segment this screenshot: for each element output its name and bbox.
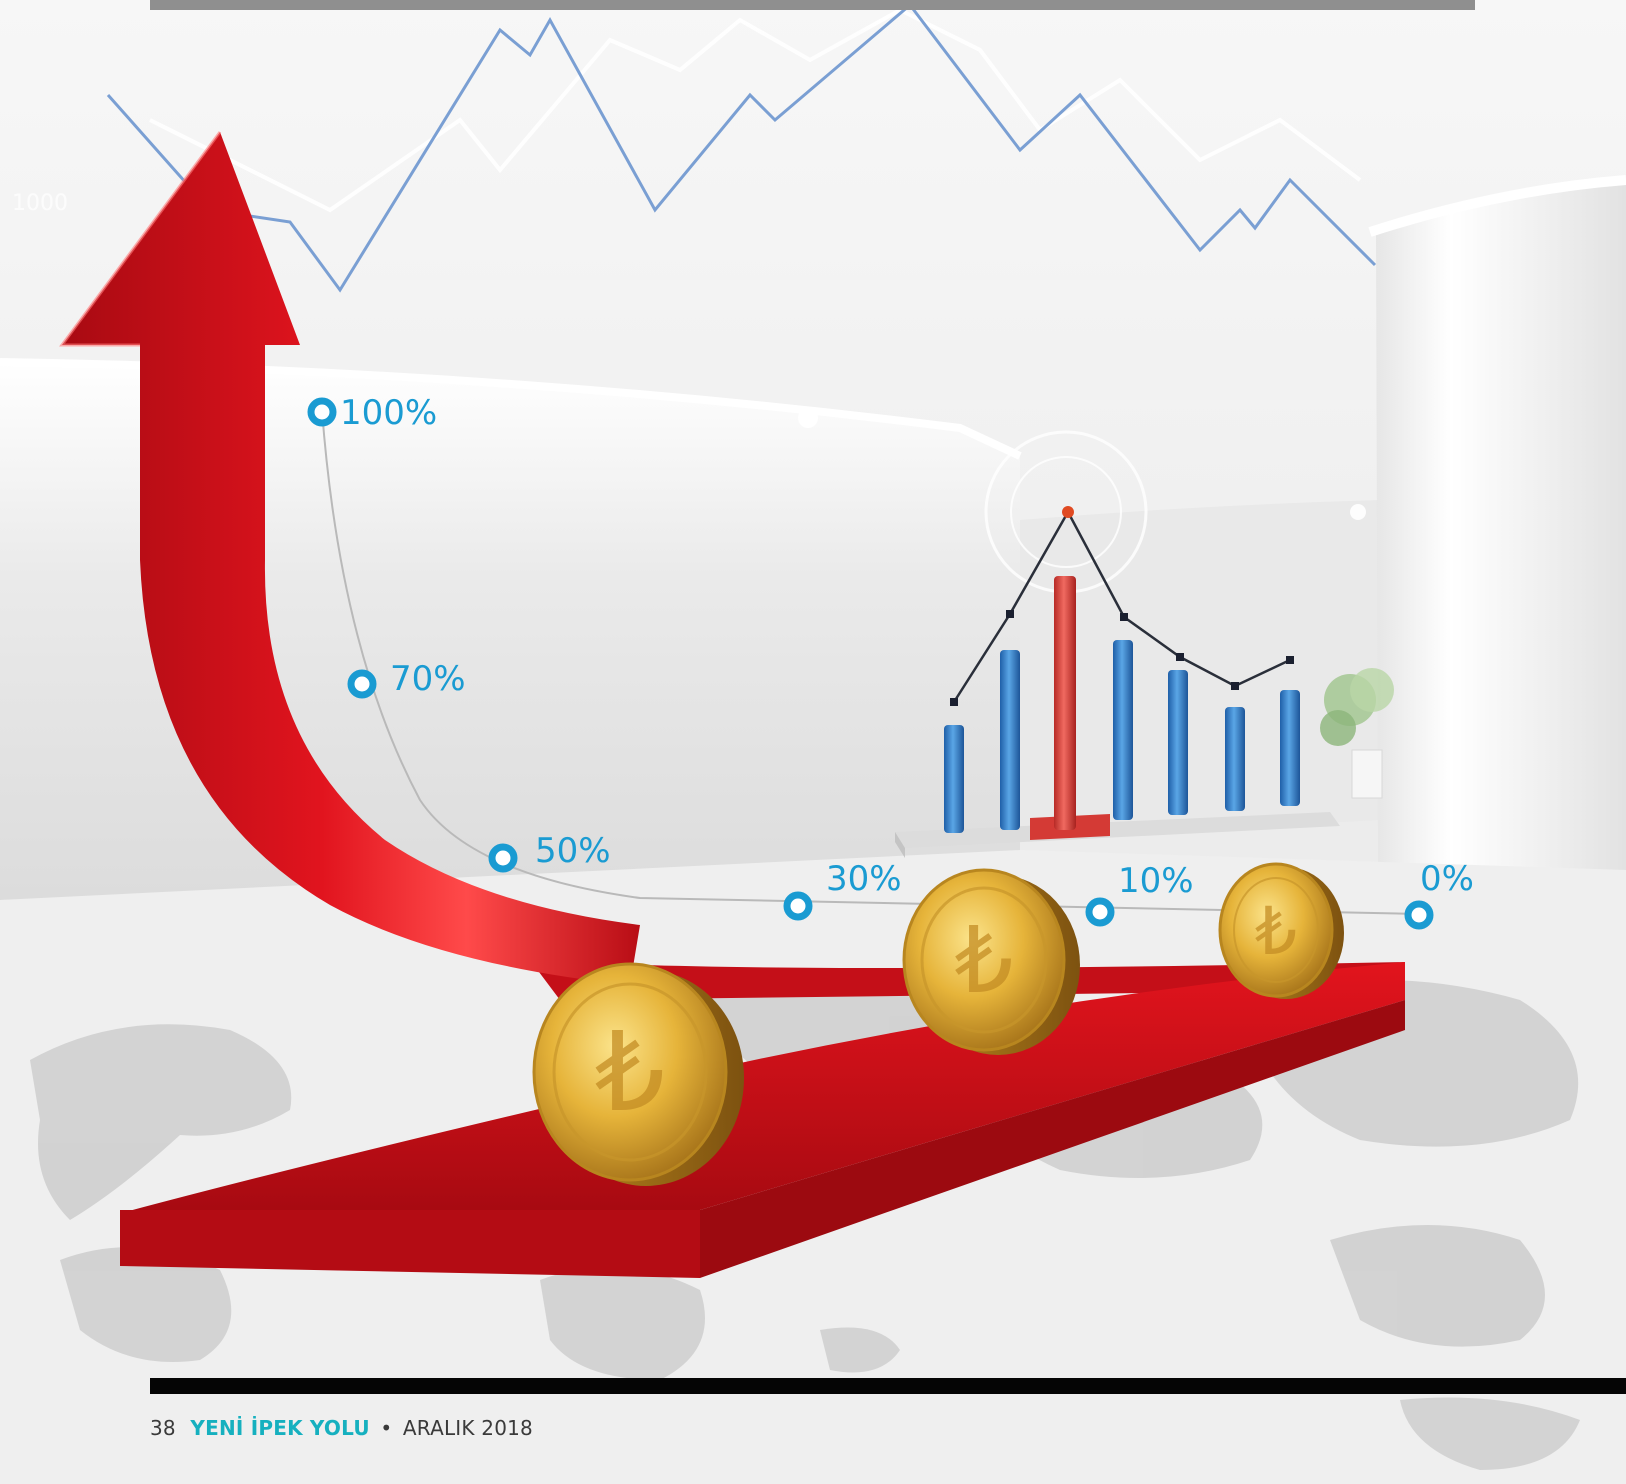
mini-chart-bar bbox=[1225, 707, 1245, 811]
marker-30: 30% bbox=[783, 859, 902, 921]
ceiling-light bbox=[1350, 504, 1366, 520]
percent-label-50: 50% bbox=[535, 831, 611, 871]
coin-symbol: ₺ bbox=[595, 1008, 665, 1136]
top-rule bbox=[150, 0, 1475, 10]
coin-medium: ₺ bbox=[902, 868, 1080, 1055]
trend-line-white bbox=[149, 7, 1362, 213]
footer-bar bbox=[150, 1378, 1626, 1394]
coin-symbol: ₺ bbox=[955, 907, 1014, 1014]
mini-chart-bar bbox=[944, 725, 964, 833]
page-number: 38 bbox=[150, 1416, 176, 1440]
footer-separator: • bbox=[380, 1416, 393, 1440]
mini-chart-bar bbox=[1000, 650, 1020, 830]
percent-label-100: 100% bbox=[340, 393, 437, 433]
floor-arrow-edge bbox=[700, 1000, 1405, 1278]
ceiling-light bbox=[798, 408, 818, 428]
marker-10: 10% bbox=[1085, 861, 1194, 927]
pillar bbox=[1376, 180, 1626, 880]
issue-date: ARALIK 2018 bbox=[402, 1416, 533, 1440]
marker-50: 50% bbox=[488, 831, 611, 873]
mini-chart-peak-dot bbox=[1062, 506, 1074, 518]
marker-100: 100% bbox=[307, 393, 437, 433]
floor-arrow-edge bbox=[120, 1210, 700, 1278]
percent-label-10: 10% bbox=[1118, 861, 1194, 901]
mini-chart-bar bbox=[1168, 670, 1188, 815]
coin-large: ₺ bbox=[532, 962, 744, 1186]
mini-chart-bar-highlight bbox=[1054, 576, 1076, 830]
rising-arrow bbox=[62, 132, 640, 985]
coin-symbol: ₺ bbox=[1255, 893, 1297, 970]
arrow-highlight bbox=[59, 131, 222, 347]
percent-label-0: 0% bbox=[1420, 859, 1474, 899]
magazine-name: YENİ İPEK YOLU bbox=[190, 1416, 370, 1440]
marker-70: 70% bbox=[347, 659, 466, 699]
percentage-markers: 100% 70% 50% 30% 10% 0% bbox=[307, 393, 1474, 930]
page-footer: 38 YENİ İPEK YOLU • ARALIK 2018 bbox=[150, 1416, 533, 1446]
percentage-curve bbox=[321, 409, 1421, 915]
marker-0: 0% bbox=[1404, 859, 1474, 930]
coin-small: ₺ bbox=[1218, 862, 1344, 999]
mini-chart-markers bbox=[950, 610, 1294, 706]
percent-label-30: 30% bbox=[826, 859, 902, 899]
pillar-top-edge bbox=[1368, 175, 1626, 237]
mini-chart-bar bbox=[1113, 640, 1133, 820]
mini-bar-chart bbox=[895, 430, 1340, 858]
plant bbox=[1320, 668, 1394, 799]
percent-label-70: 70% bbox=[390, 659, 466, 699]
mini-chart-bar bbox=[1280, 690, 1300, 806]
background-axis-label: 1000 bbox=[12, 191, 68, 216]
trend-line-blue bbox=[106, 2, 1377, 293]
highlight-ring bbox=[1010, 456, 1122, 568]
floor-arrow-front bbox=[120, 962, 1405, 1212]
